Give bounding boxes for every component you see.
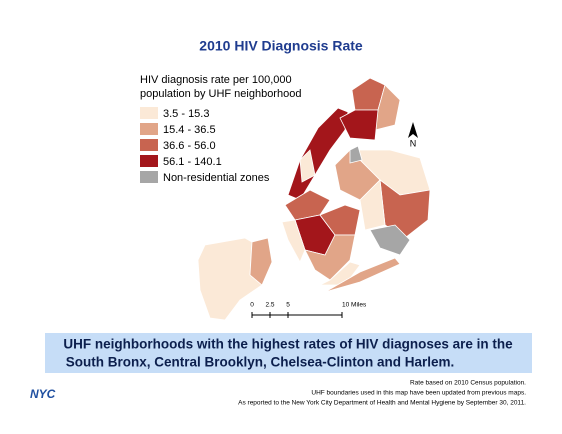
legend: HIV diagnosis rate per 100,000 populatio… <box>140 74 301 184</box>
footnote: Rate based on 2010 Census population. <box>410 380 526 387</box>
footnote: UHF boundaries used in this map have bee… <box>311 390 526 397</box>
map-region <box>197 237 263 321</box>
scale-label: 2.5 <box>265 302 274 309</box>
legend-label: 3.5 - 15.3 <box>163 108 209 120</box>
legend-swatch <box>140 123 158 135</box>
legend-swatch <box>140 139 158 151</box>
map-region <box>349 145 363 164</box>
map-region <box>339 109 379 141</box>
map-region <box>359 179 386 231</box>
banner-text: UHF neighborhoods with the highest rates… <box>63 337 513 352</box>
footnote: As reported to the New York City Departm… <box>238 400 526 407</box>
map-region <box>369 224 411 256</box>
legend-label: 36.6 - 56.0 <box>163 140 216 152</box>
north-arrow <box>408 122 418 138</box>
map-region <box>284 189 331 221</box>
legend-title: HIV diagnosis rate per 100,000 <box>140 74 292 86</box>
north-label: N <box>410 138 417 148</box>
legend-swatch <box>140 171 158 183</box>
map: N <box>197 77 431 321</box>
map-region <box>319 204 361 236</box>
legend-swatch <box>140 107 158 119</box>
legend-label: 56.1 - 140.1 <box>163 156 222 168</box>
map-region <box>304 234 356 281</box>
map-region <box>281 219 306 263</box>
map-region <box>299 149 316 183</box>
legend-label: 15.4 - 36.5 <box>163 124 216 136</box>
legend-swatch <box>140 155 158 167</box>
legend-label: Non-residential zones <box>163 172 270 184</box>
title: 2010 HIV Diagnosis Rate <box>199 38 363 54</box>
scale-label: 10 Miles <box>342 302 367 309</box>
logo: NYC <box>30 387 56 401</box>
map-region <box>249 237 273 286</box>
banner-bg <box>45 333 532 373</box>
legend-title: population by UHF neighborhood <box>140 88 301 100</box>
scale-bar: 0 2.5 5 10 Miles <box>250 302 367 318</box>
scale-label: 5 <box>286 302 290 309</box>
banner-text: South Bronx, Central Brooklyn, Chelsea-C… <box>66 355 455 370</box>
map-region <box>324 257 401 293</box>
scale-label: 0 <box>250 302 254 309</box>
